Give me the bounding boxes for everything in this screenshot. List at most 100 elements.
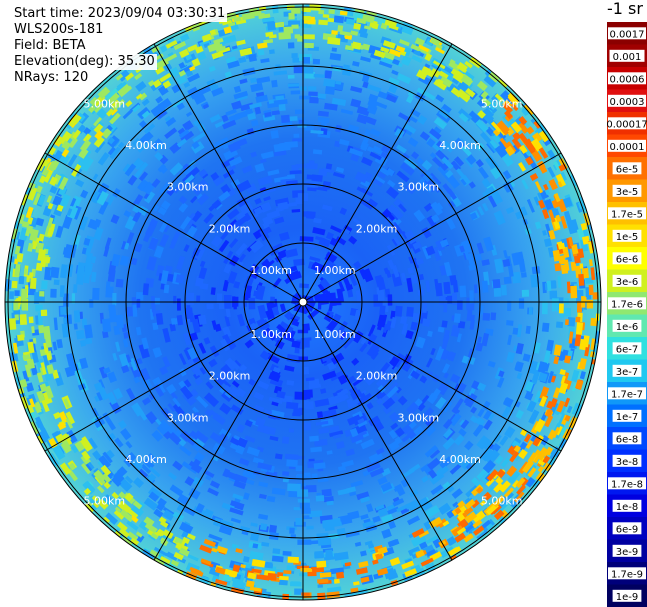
radar-cell [133, 376, 141, 384]
radar-cell [335, 166, 345, 173]
radar-cell [81, 247, 87, 255]
radar-cell [225, 108, 237, 117]
radar-cell [196, 193, 210, 206]
radar-cell [172, 397, 181, 408]
radar-cell [176, 255, 186, 271]
radar-cell [306, 162, 318, 170]
radar-cell [116, 466, 128, 477]
radar-cell [291, 208, 301, 213]
colorbar-tick-label: 1e-7 [616, 412, 639, 423]
radar-cell [14, 290, 20, 296]
radar-cell [543, 238, 553, 247]
radar-cell [268, 371, 281, 383]
radar-cell [205, 474, 212, 481]
radar-cell [151, 204, 160, 212]
radar-cell [465, 463, 473, 471]
radar-cell [443, 281, 451, 295]
radar-cell [405, 95, 414, 104]
radar-cell-high [19, 314, 28, 326]
radar-cell [26, 411, 37, 420]
radar-cell [252, 543, 259, 549]
radar-cell [408, 115, 418, 124]
radar-cell [252, 457, 265, 465]
radar-cell [292, 57, 300, 63]
radar-cell [480, 447, 494, 462]
radar-cell [43, 356, 50, 368]
radar-cell [421, 159, 433, 171]
radar-cell [191, 436, 205, 449]
radar-cell [286, 180, 298, 185]
radar-cell [153, 245, 164, 259]
radar-cell [101, 318, 112, 333]
radar-cell [482, 459, 496, 474]
radar-cell [220, 364, 232, 375]
radar-cell [377, 507, 389, 517]
radar-cell [143, 123, 156, 135]
radar-cell [98, 379, 106, 390]
radar-cell [41, 280, 48, 290]
radar-cell [521, 179, 529, 190]
radar-cell [260, 158, 267, 164]
radar-cell [132, 137, 142, 148]
radar-cell [413, 425, 425, 437]
radar-cell [187, 460, 203, 474]
radar-cell [220, 338, 231, 352]
radar-cell [325, 251, 338, 262]
radar-cell [424, 504, 441, 519]
radar-cell [422, 318, 431, 327]
radar-cell [449, 275, 458, 286]
radar-cell [273, 143, 284, 153]
radar-cell [451, 293, 458, 306]
radar-cell [55, 225, 64, 239]
colorbar-tick-label: 6e-9 [616, 524, 639, 535]
radar-cell [418, 394, 430, 408]
radar-cell [302, 323, 311, 332]
radar-cell [249, 239, 264, 254]
radar-cell [429, 128, 442, 140]
radar-cell [301, 508, 311, 514]
radar-cell [322, 408, 338, 420]
radar-cell [134, 169, 143, 179]
radar-cell [367, 84, 382, 93]
radar-cell [293, 304, 309, 315]
radar-cell-high [333, 578, 340, 584]
radar-cell [481, 280, 489, 293]
radar-cell [198, 314, 207, 326]
radar-cell [178, 368, 187, 377]
radar-cell [287, 42, 295, 49]
radar-cell [413, 209, 426, 223]
radar-cell [110, 214, 120, 225]
radar-cell [203, 392, 220, 408]
radar-cell [151, 429, 164, 442]
radar-cell [227, 208, 240, 220]
radar-cell [176, 503, 185, 513]
radar-cell [108, 304, 116, 311]
radar-cell [60, 306, 67, 315]
radar-cell [502, 170, 512, 180]
radar-cell [52, 444, 66, 461]
radar-cell [8, 351, 19, 363]
radar-cell [514, 251, 525, 263]
radar-cell [528, 409, 540, 425]
radar-cell [399, 162, 415, 176]
radar-cell [78, 215, 89, 231]
radar-cell [291, 53, 298, 59]
radar-cell [399, 315, 408, 325]
radar-cell [233, 281, 241, 289]
radar-cell [333, 434, 342, 439]
radar-cell [459, 285, 467, 298]
radar-cell [308, 160, 315, 166]
radar-cell [322, 180, 332, 190]
radar-cell [406, 306, 414, 317]
radar-cell [437, 166, 447, 176]
field-text: Field: BETA [12, 38, 88, 54]
radar-cell [262, 215, 274, 227]
radar-cell [248, 297, 256, 310]
radar-cell [190, 141, 205, 154]
radar-cell [118, 353, 130, 369]
radar-cell [322, 204, 333, 212]
radar-cell [486, 486, 495, 494]
radar-cell [407, 515, 421, 526]
radar-cell [430, 347, 436, 356]
radar-cell [216, 377, 225, 386]
